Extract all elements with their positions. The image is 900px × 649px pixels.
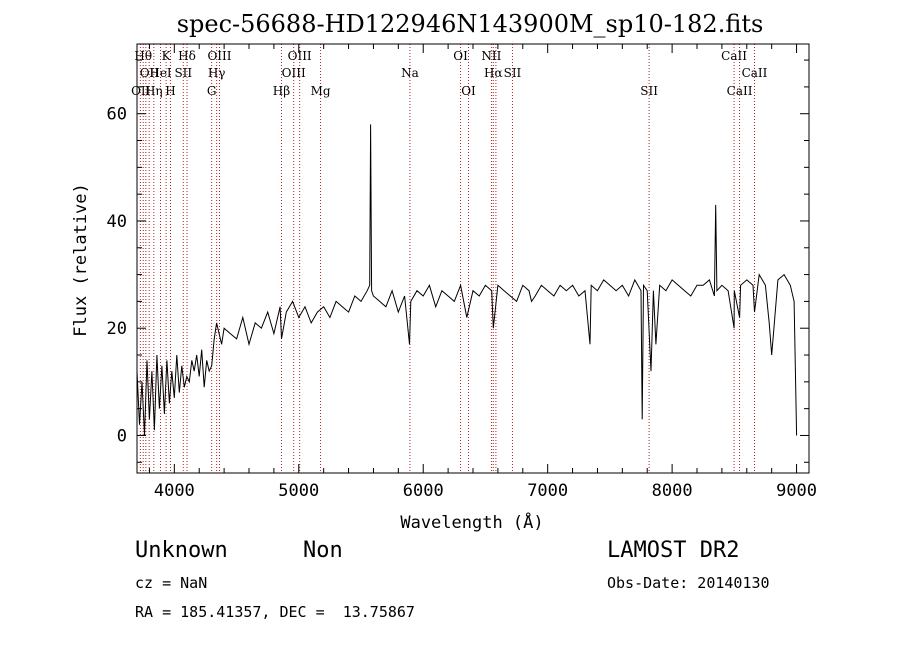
emission-line-label: OIII: [207, 49, 231, 63]
emission-line-label: OIII: [288, 49, 312, 63]
plot-frame: [136, 43, 810, 474]
x-axis-label: Wavelength (Å): [400, 511, 543, 533]
coordinates-text: RA = 185.41357, DEC = 13.75867: [135, 603, 415, 621]
object-class-label: Unknown: [135, 538, 228, 563]
emission-line-label: OI: [453, 49, 468, 63]
emission-line-label: HeI: [149, 66, 172, 80]
emission-line-labels: HθOIIOIIHηHeIKHSIIHδGHγOIIIHβOIIIOIIIMgN…: [131, 49, 768, 98]
y-tick-label: 0: [117, 426, 127, 446]
emission-line-label: Hγ: [208, 66, 226, 80]
y-tick-label: 60: [107, 105, 127, 125]
emission-line-label: SII: [504, 66, 522, 80]
emission-line-label: OII: [131, 84, 151, 98]
emission-line-label: Hδ: [178, 49, 196, 63]
emission-line-label: SII: [174, 66, 192, 80]
emission-line-markers: [139, 44, 755, 473]
y-tick-label: 20: [107, 319, 127, 339]
emission-line-label: Hη: [145, 84, 163, 98]
emission-line-label: Na: [401, 66, 419, 80]
emission-line-label: K: [162, 49, 172, 63]
x-tick-label: 4000: [154, 481, 195, 501]
spectrum-series: [136, 124, 798, 436]
x-tick-label: 5000: [278, 481, 319, 501]
emission-line-label: Hβ: [273, 84, 290, 98]
emission-line-label: CaII: [721, 49, 747, 63]
axis-tick-labels: 4000 5000 6000 7000 8000 9000 0 20 40 60: [107, 105, 818, 501]
emission-line-label: Mg: [311, 84, 331, 98]
axis-ticks: [137, 44, 809, 473]
emission-line-label: CaII: [742, 66, 768, 80]
emission-line-label: Hθ: [134, 49, 152, 63]
x-tick-label: 6000: [403, 481, 444, 501]
spectrum-line: [136, 124, 798, 436]
y-axis-label: Flux (relative): [71, 183, 91, 337]
emission-line-label: CaII: [727, 84, 753, 98]
emission-line-label: SII: [640, 84, 658, 98]
redshift-text: cz = NaN: [135, 574, 208, 592]
object-subclass-label: Non: [303, 538, 343, 563]
survey-label: LAMOST DR2: [607, 538, 740, 563]
emission-line-label: G: [207, 84, 217, 98]
emission-line-label: OI: [461, 84, 476, 98]
x-tick-label: 8000: [652, 481, 693, 501]
emission-line-label: OIII: [282, 66, 306, 80]
chart-title: spec-56688-HD122946N143900M_sp10-182.fit…: [177, 10, 764, 38]
emission-line-label: OII: [140, 66, 160, 80]
y-tick-label: 40: [107, 212, 127, 232]
emission-line-label: H: [165, 84, 175, 98]
emission-line-label: Hα: [484, 66, 503, 80]
emission-line-label: NII: [481, 49, 501, 63]
obs-date-text: Obs-Date: 20140130: [607, 574, 770, 592]
x-tick-label: 7000: [527, 481, 568, 501]
x-tick-label: 9000: [776, 481, 817, 501]
